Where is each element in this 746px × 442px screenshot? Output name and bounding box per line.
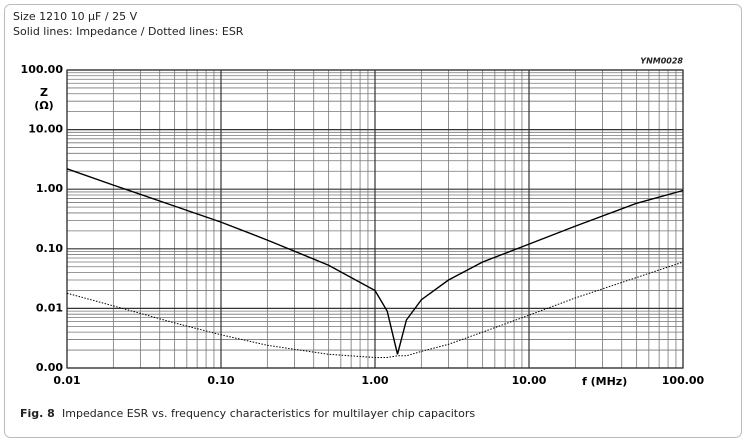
y-tick-label: 0.10 bbox=[36, 242, 63, 255]
y-tick-label: 0.00 bbox=[36, 361, 63, 374]
frame bbox=[4, 4, 742, 438]
y-tick-label: 1.00 bbox=[36, 182, 63, 195]
figure-code: YNM0028 bbox=[640, 57, 683, 66]
plot-border bbox=[66, 69, 684, 369]
chart-title: Size 1210 10 µF / 25 V bbox=[13, 10, 138, 23]
caption: Impedance ESR vs. frequency characterist… bbox=[62, 407, 475, 420]
y-tick-label: 100.00 bbox=[21, 63, 64, 76]
x-tick-label: 1.00 bbox=[361, 374, 388, 387]
y-axis-unit: (Ω) bbox=[34, 99, 53, 112]
x-tick-label: 10.00 bbox=[512, 374, 547, 387]
series-line bbox=[66, 261, 684, 358]
x-tick-label: 0.10 bbox=[207, 374, 234, 387]
caption-label: Fig. 8 bbox=[20, 407, 55, 420]
chart-subtitle: Solid lines: Impedance / Dotted lines: E… bbox=[13, 25, 244, 38]
series-line bbox=[66, 168, 684, 355]
x-tick-label: 0.01 bbox=[53, 374, 80, 387]
y-tick-label: 0.01 bbox=[36, 301, 63, 314]
y-tick-label: 10.00 bbox=[28, 123, 63, 136]
x-axis-label: f (MHz) bbox=[582, 375, 627, 388]
x-tick-label: 100.00 bbox=[662, 374, 705, 387]
y-axis-label: Z bbox=[40, 86, 48, 99]
